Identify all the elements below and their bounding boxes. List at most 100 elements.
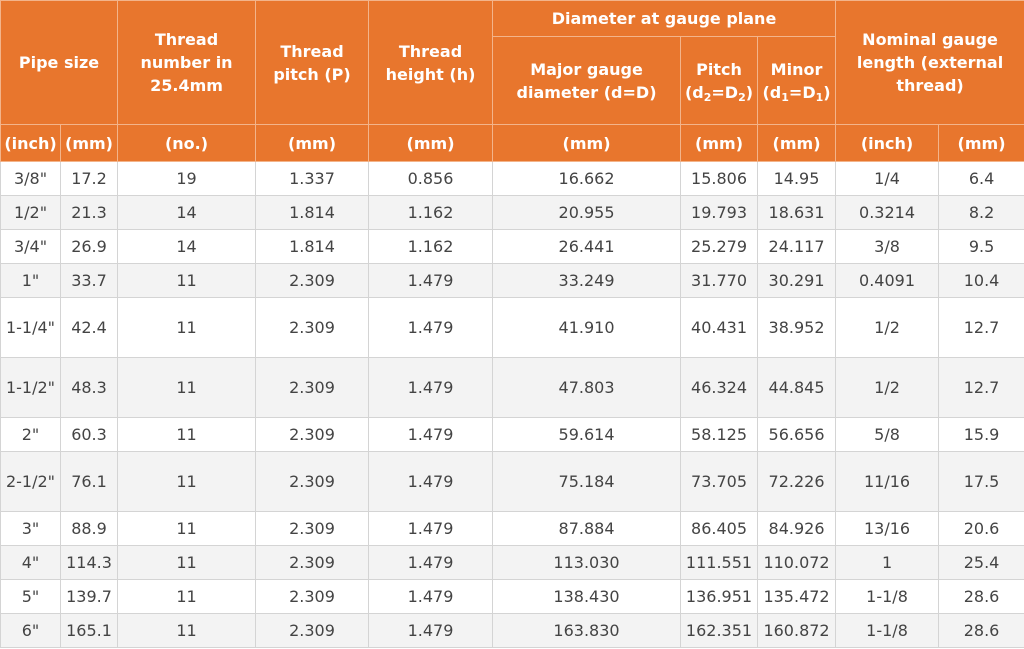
units-row: (inch) (mm) (no.) (mm) (mm) (mm) (mm) (mm) (inch… <box>0 124 1024 162</box>
table-row: 3" 88.9 11 2.309 1.479 87.884 86.405 84.926 13/1… <box>0 511 1024 546</box>
table-cell: 11 <box>117 263 257 298</box>
header-thread-number: Thread number in 25.4mm <box>117 0 257 125</box>
table-cell: 2" <box>0 417 61 452</box>
table-row: 3/4" 26.9 14 1.814 1.162 26.441 25.279 24.117 3/… <box>0 229 1024 264</box>
table-row: 6" 165.1 11 2.309 1.479 163.830 162.351 160.872… <box>0 613 1024 648</box>
table-cell: 2.309 <box>255 613 370 648</box>
table-cell: 48.3 <box>59 357 119 418</box>
table-row: 1" 33.7 11 2.309 1.479 33.249 31.770 30.291 0.40… <box>0 263 1024 298</box>
table-cell: 40.431 <box>680 297 759 358</box>
header-thread-pitch: Thread pitch (P) <box>255 0 370 125</box>
table-cell: 9.5 <box>938 229 1024 264</box>
unit-header-cell: (mm) <box>492 124 682 162</box>
table-cell: 1.814 <box>255 229 370 264</box>
unit-header-cell: (inch) <box>0 124 61 162</box>
table-cell: 1-1/8 <box>835 613 940 648</box>
table-cell: 1.479 <box>368 579 494 614</box>
table-cell: 19 <box>117 161 257 196</box>
table-cell: 30.291 <box>757 263 837 298</box>
table-cell: 84.926 <box>757 511 837 546</box>
table-cell: 11 <box>117 545 257 580</box>
header-diameter-group: Diameter at gauge plane <box>492 0 837 37</box>
table-cell: 1/2" <box>0 195 61 230</box>
table-cell: 46.324 <box>680 357 759 418</box>
table-cell: 59.614 <box>492 417 682 452</box>
unit-header-cell: (mm) <box>255 124 370 162</box>
minor-formula: (d1=D1) <box>762 82 831 104</box>
table-cell: 1.479 <box>368 613 494 648</box>
table-cell: 111.551 <box>680 545 759 580</box>
table-cell: 6.4 <box>938 161 1024 196</box>
table-cell: 88.9 <box>59 511 119 546</box>
table-cell: 1" <box>0 263 61 298</box>
table-cell: 16.662 <box>492 161 682 196</box>
table-cell: 2-1/2" <box>0 451 61 512</box>
table-cell: 76.1 <box>59 451 119 512</box>
header-major-diameter: Major gauge diameter (d=D) <box>492 36 682 125</box>
table-cell: 56.656 <box>757 417 837 452</box>
table-row: 2-1/2" 76.1 11 2.309 1.479 75.184 73.705 72.226… <box>0 451 1024 512</box>
table-cell: 26.9 <box>59 229 119 264</box>
table-cell: 5" <box>0 579 61 614</box>
table-cell: 31.770 <box>680 263 759 298</box>
table-row: 2" 60.3 11 2.309 1.479 59.614 58.125 56.656 5/8 1… <box>0 417 1024 452</box>
table-cell: 1.479 <box>368 263 494 298</box>
table-cell: 163.830 <box>492 613 682 648</box>
table-cell: 21.3 <box>59 195 119 230</box>
table-cell: 12.7 <box>938 357 1024 418</box>
table-cell: 0.856 <box>368 161 494 196</box>
table-cell: 2.309 <box>255 263 370 298</box>
table-cell: 11 <box>117 579 257 614</box>
table-cell: 20.6 <box>938 511 1024 546</box>
table-cell: 1.814 <box>255 195 370 230</box>
table-cell: 3/4" <box>0 229 61 264</box>
table-cell: 41.910 <box>492 297 682 358</box>
table-cell: 5/8 <box>835 417 940 452</box>
table-cell: 33.249 <box>492 263 682 298</box>
table-cell: 8.2 <box>938 195 1024 230</box>
table-cell: 15.9 <box>938 417 1024 452</box>
table-row: 5" 139.7 11 2.309 1.479 138.430 136.951 135.472… <box>0 579 1024 614</box>
header-thread-height: Thread height (h) <box>368 0 494 125</box>
table-cell: 0.3214 <box>835 195 940 230</box>
table-cell: 113.030 <box>492 545 682 580</box>
table-cell: 136.951 <box>680 579 759 614</box>
table-cell: 11 <box>117 417 257 452</box>
table-cell: 11/16 <box>835 451 940 512</box>
unit-header-cell: (mm) <box>368 124 494 162</box>
table-cell: 1.337 <box>255 161 370 196</box>
table-cell: 1.162 <box>368 195 494 230</box>
table-cell: 75.184 <box>492 451 682 512</box>
table-cell: 38.952 <box>757 297 837 358</box>
table-body: 3/8" 17.2 19 1.337 0.856 16.662 15.806 14.95 1/4… <box>0 161 1024 648</box>
table-cell: 26.441 <box>492 229 682 264</box>
unit-header-cell: (mm) <box>757 124 837 162</box>
table-cell: 18.631 <box>757 195 837 230</box>
table-cell: 138.430 <box>492 579 682 614</box>
table-cell: 114.3 <box>59 545 119 580</box>
table-cell: 1.479 <box>368 297 494 358</box>
table-cell: 28.6 <box>938 613 1024 648</box>
table-cell: 47.803 <box>492 357 682 418</box>
table-cell: 87.884 <box>492 511 682 546</box>
table-cell: 2.309 <box>255 545 370 580</box>
table-cell: 15.806 <box>680 161 759 196</box>
table-cell: 2.309 <box>255 297 370 358</box>
table-cell: 139.7 <box>59 579 119 614</box>
table-cell: 72.226 <box>757 451 837 512</box>
table-row: 1-1/4" 42.4 11 2.309 1.479 41.910 40.431 38.952… <box>0 297 1024 358</box>
table-cell: 20.955 <box>492 195 682 230</box>
table-cell: 42.4 <box>59 297 119 358</box>
unit-header-cell: (mm) <box>938 124 1024 162</box>
table-cell: 0.4091 <box>835 263 940 298</box>
table-cell: 1-1/2" <box>0 357 61 418</box>
table-cell: 14 <box>117 195 257 230</box>
table-cell: 11 <box>117 511 257 546</box>
table-cell: 135.472 <box>757 579 837 614</box>
header-pitch-diameter: Pitch (d2=D2) <box>680 36 759 125</box>
table-cell: 1.479 <box>368 357 494 418</box>
table-cell: 2.309 <box>255 579 370 614</box>
table-cell: 3/8 <box>835 229 940 264</box>
pitch-label: Pitch <box>696 59 742 79</box>
